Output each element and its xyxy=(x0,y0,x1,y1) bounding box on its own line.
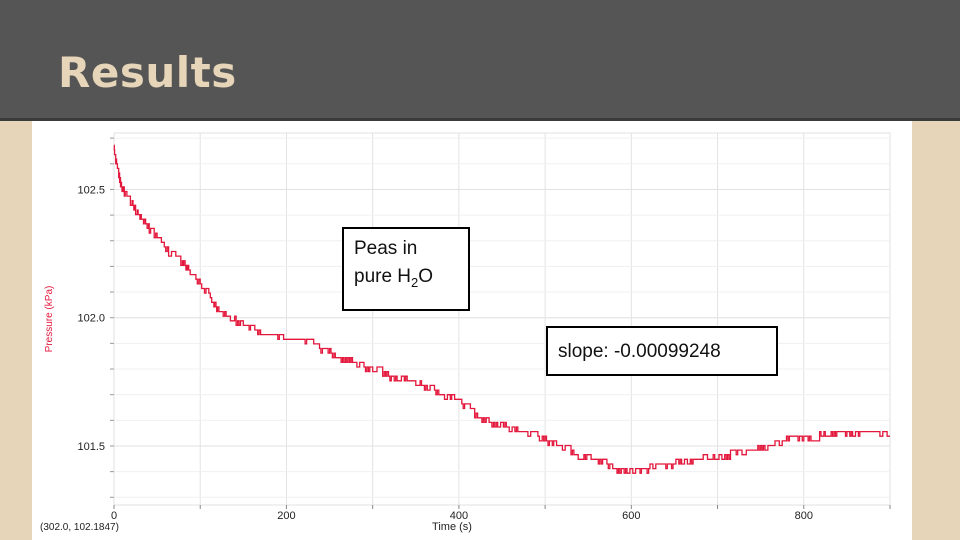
peas-note-line2: pure H2O xyxy=(354,263,458,297)
peas-in-water-note: Peas in pure H2O xyxy=(342,227,470,311)
y-tick-label: 102.5 xyxy=(77,184,105,196)
header-divider xyxy=(0,118,960,121)
slide-header xyxy=(0,0,960,118)
y-tick-label: 102.0 xyxy=(77,313,105,325)
x-tick-label: 0 xyxy=(111,510,117,522)
y-axis-label: Pressure (kPa) xyxy=(44,286,55,353)
slide-title: Results xyxy=(58,48,237,97)
peas-note-line1: Peas in xyxy=(354,238,418,259)
x-tick-label: 600 xyxy=(622,510,640,522)
peas-note-suffix: O xyxy=(418,266,434,287)
series-line xyxy=(113,144,890,474)
slope-note: slope: -0.00099248 xyxy=(546,326,778,376)
x-axis-label: Time (s) xyxy=(432,521,472,533)
x-tick-label: 200 xyxy=(277,510,295,522)
cursor-readout: (302.0, 102.1847) xyxy=(40,522,119,533)
peas-note-prefix: pure H xyxy=(354,266,412,287)
peas-note-subscript: 2 xyxy=(411,274,419,290)
slope-text: slope: -0.00099248 xyxy=(558,341,721,362)
x-tick-label: 400 xyxy=(450,510,468,522)
y-tick-label: 101.5 xyxy=(77,441,105,453)
x-tick-label: 800 xyxy=(795,510,813,522)
